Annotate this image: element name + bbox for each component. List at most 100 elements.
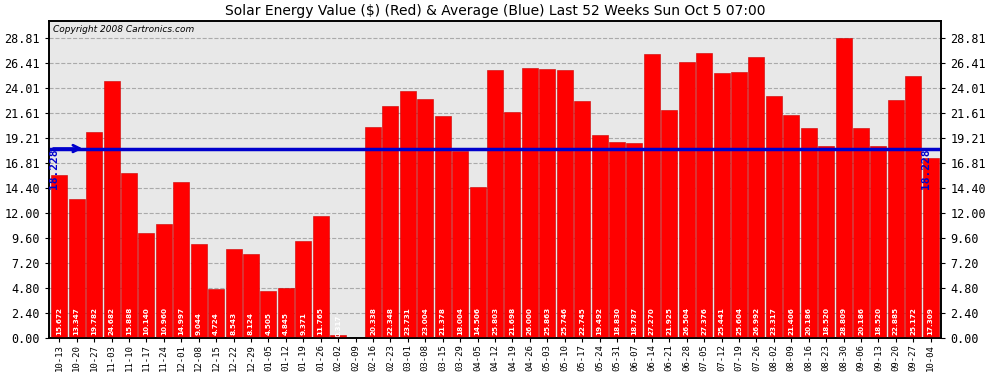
- Text: 14.506: 14.506: [474, 307, 480, 335]
- Text: 18.228: 18.228: [921, 148, 931, 189]
- Text: 21.406: 21.406: [788, 308, 794, 335]
- Text: 14.997: 14.997: [178, 307, 184, 335]
- Bar: [870, 146, 886, 338]
- Bar: [155, 224, 172, 338]
- Bar: [627, 143, 643, 338]
- Text: 18.787: 18.787: [632, 307, 638, 335]
- Text: 20.186: 20.186: [806, 307, 812, 335]
- Text: 22.745: 22.745: [579, 308, 585, 335]
- Bar: [556, 70, 573, 338]
- Bar: [104, 81, 120, 338]
- Bar: [522, 68, 538, 338]
- Bar: [540, 69, 555, 338]
- Text: 27.270: 27.270: [648, 308, 654, 335]
- Bar: [452, 151, 468, 338]
- Bar: [487, 70, 503, 338]
- Text: 15.672: 15.672: [56, 307, 62, 335]
- Bar: [208, 289, 224, 338]
- Bar: [923, 158, 939, 338]
- Text: 18.520: 18.520: [875, 307, 881, 335]
- Text: 11.765: 11.765: [318, 307, 324, 335]
- Bar: [818, 146, 835, 338]
- Text: 25.172: 25.172: [910, 308, 917, 335]
- Text: 19.492: 19.492: [597, 307, 603, 335]
- Text: 23.731: 23.731: [405, 308, 411, 335]
- Text: 21.378: 21.378: [440, 308, 446, 335]
- Bar: [679, 62, 695, 338]
- Text: Copyright 2008 Cartronics.com: Copyright 2008 Cartronics.com: [53, 26, 194, 34]
- Bar: [505, 112, 521, 338]
- Bar: [714, 74, 730, 338]
- Bar: [592, 135, 608, 338]
- Text: 8.124: 8.124: [248, 312, 254, 335]
- Text: 22.348: 22.348: [387, 308, 393, 335]
- Text: 20.186: 20.186: [858, 307, 864, 335]
- Bar: [173, 182, 189, 338]
- Text: 15.888: 15.888: [126, 307, 132, 335]
- Text: 17.309: 17.309: [928, 308, 934, 335]
- Text: 25.803: 25.803: [492, 307, 498, 335]
- Text: 25.441: 25.441: [719, 308, 725, 335]
- Text: 19.782: 19.782: [91, 307, 97, 335]
- Text: 4.724: 4.724: [213, 312, 219, 335]
- Text: 10.140: 10.140: [144, 308, 149, 335]
- Bar: [661, 110, 677, 338]
- Bar: [766, 96, 782, 338]
- Text: 18.520: 18.520: [823, 307, 830, 335]
- Bar: [313, 216, 329, 338]
- Bar: [644, 54, 660, 338]
- Text: 23.004: 23.004: [423, 308, 429, 335]
- Title: Solar Energy Value ($) (Red) & Average (Blue) Last 52 Weeks Sun Oct 5 07:00: Solar Energy Value ($) (Red) & Average (…: [225, 4, 765, 18]
- Text: 9.371: 9.371: [300, 312, 306, 335]
- Text: 28.809: 28.809: [841, 307, 846, 335]
- Bar: [574, 102, 590, 338]
- Bar: [731, 72, 747, 338]
- Bar: [783, 116, 799, 338]
- Text: 25.746: 25.746: [561, 307, 567, 335]
- Bar: [469, 187, 485, 338]
- Text: 8.543: 8.543: [231, 312, 237, 335]
- Text: 20.338: 20.338: [370, 308, 376, 335]
- Bar: [260, 291, 276, 338]
- Bar: [365, 127, 381, 338]
- Bar: [836, 38, 851, 338]
- Text: 26.992: 26.992: [753, 307, 759, 335]
- Text: 10.960: 10.960: [160, 307, 167, 335]
- Bar: [86, 132, 102, 338]
- Text: 18.004: 18.004: [457, 308, 463, 335]
- Bar: [417, 99, 434, 338]
- Bar: [696, 53, 712, 338]
- Bar: [748, 57, 764, 338]
- Text: 0.317: 0.317: [336, 315, 342, 338]
- Bar: [801, 128, 817, 338]
- Bar: [295, 241, 311, 338]
- Text: 13.347: 13.347: [73, 308, 80, 335]
- Text: 27.376: 27.376: [701, 308, 707, 335]
- Bar: [330, 335, 346, 338]
- Text: 21.698: 21.698: [510, 307, 516, 335]
- Bar: [139, 233, 154, 338]
- Text: 25.604: 25.604: [736, 307, 742, 335]
- Bar: [400, 91, 416, 338]
- Bar: [853, 128, 869, 338]
- Text: 26.000: 26.000: [527, 308, 533, 335]
- Bar: [905, 76, 922, 338]
- Bar: [121, 173, 137, 338]
- Text: 9.044: 9.044: [196, 312, 202, 335]
- Bar: [226, 249, 242, 338]
- Text: 24.682: 24.682: [109, 307, 115, 335]
- Text: 21.925: 21.925: [666, 307, 672, 335]
- Bar: [51, 175, 67, 338]
- Bar: [68, 200, 85, 338]
- Bar: [435, 116, 450, 338]
- Bar: [888, 100, 904, 338]
- Text: 4.505: 4.505: [265, 312, 271, 335]
- Text: 18.228: 18.228: [50, 148, 59, 189]
- Text: 25.863: 25.863: [544, 307, 550, 335]
- Text: 4.845: 4.845: [283, 312, 289, 335]
- Text: 23.317: 23.317: [771, 308, 777, 335]
- Text: 18.830: 18.830: [614, 307, 620, 335]
- Bar: [191, 244, 207, 338]
- Bar: [243, 254, 259, 338]
- Text: 22.885: 22.885: [893, 307, 899, 335]
